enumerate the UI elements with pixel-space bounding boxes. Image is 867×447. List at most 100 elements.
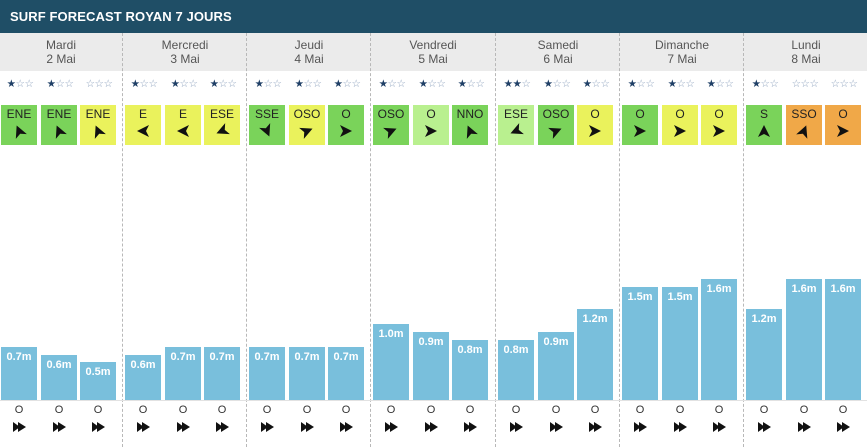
swell-direction-label: O: [465, 404, 475, 416]
swell-arrow-icon: [125, 419, 161, 435]
star-empty-icon: ☆: [139, 78, 149, 90]
wave-height-bar: 1.5m: [662, 287, 698, 400]
star-empty-icon: ☆: [475, 78, 485, 90]
swell-direction-label: O: [138, 404, 148, 416]
wind-arrow-icon: [165, 121, 201, 141]
wind-arrow-icon: [1, 121, 37, 141]
day-separator: [619, 33, 620, 447]
swell-direction-label: O: [675, 404, 685, 416]
star-filled-icon: ★: [46, 78, 56, 90]
wind-arrow-icon: [373, 121, 409, 141]
wind-direction-label: OSO: [542, 107, 570, 121]
wind-box: ENE: [80, 105, 116, 145]
rating-stars: ★☆☆: [1, 76, 39, 92]
wind-box: O: [662, 105, 698, 145]
star-empty-icon: ☆: [188, 78, 198, 90]
wave-height-bar: 1.6m: [701, 279, 737, 400]
wind-arrow-icon: [662, 121, 698, 141]
star-empty-icon: ☆: [94, 78, 104, 90]
star-empty-icon: ☆: [179, 78, 189, 90]
star-empty-icon: ☆: [830, 78, 840, 90]
star-filled-icon: ★: [378, 78, 388, 90]
wind-arrow-icon: [538, 121, 574, 141]
rating-stars: ★☆☆: [662, 76, 700, 92]
day-date: 6 Mai: [543, 52, 573, 66]
star-filled-icon: ★: [209, 78, 219, 90]
wind-direction-label: SSO: [791, 107, 817, 121]
swell-arrow-icon: [498, 419, 534, 435]
wind-arrow-icon: [701, 121, 737, 141]
wave-height-bar: 0.6m: [41, 355, 77, 400]
rating-stars: ☆☆☆: [786, 76, 824, 92]
wind-box: O: [328, 105, 364, 145]
rating-stars: ★☆☆: [746, 76, 784, 92]
day-separator: [495, 33, 496, 447]
day-name: Lundi: [791, 38, 821, 52]
wind-direction-label: E: [178, 107, 187, 121]
date-header: [0, 33, 867, 71]
wind-direction-label: O: [838, 107, 848, 121]
wind-direction-label: OSO: [293, 107, 321, 121]
swell-arrow-icon: [204, 419, 240, 435]
star-filled-icon: ★: [457, 78, 467, 90]
day-name: Jeudi: [294, 38, 324, 52]
wave-height-bar: 1.2m: [746, 309, 782, 400]
star-filled-icon: ★: [667, 78, 677, 90]
swell-direction-label: O: [178, 404, 188, 416]
day-date: 5 Mai: [418, 52, 448, 66]
star-filled-icon: ★: [130, 78, 140, 90]
wind-arrow-icon: [786, 121, 822, 141]
swell-arrow-icon: [662, 419, 698, 435]
day-header: Samedi 6 Mai: [497, 33, 619, 71]
wave-height-bar: 0.7m: [204, 347, 240, 400]
star-empty-icon: ☆: [64, 78, 74, 90]
swell-arrow-icon: [786, 419, 822, 435]
star-empty-icon: ☆: [85, 78, 95, 90]
wave-height-bar: 0.7m: [1, 347, 37, 400]
rating-stars: ★☆☆: [125, 76, 163, 92]
day-separator: [370, 33, 371, 447]
swell-arrow-icon: [80, 419, 116, 435]
wave-height-bar: 1.5m: [622, 287, 658, 400]
swell-direction-label: O: [341, 404, 351, 416]
swell-arrow-icon: [538, 419, 574, 435]
wind-arrow-icon: [622, 121, 658, 141]
wave-height-bar: 0.7m: [328, 347, 364, 400]
day-name: Dimanche: [654, 38, 710, 52]
star-empty-icon: ☆: [848, 78, 858, 90]
star-empty-icon: ☆: [676, 78, 686, 90]
wind-arrow-icon: [498, 121, 534, 141]
swell-arrow-icon: [413, 419, 449, 435]
wind-direction-label: ENE: [85, 107, 111, 121]
rating-stars: ☆☆☆: [825, 76, 863, 92]
star-empty-icon: ☆: [800, 78, 810, 90]
swell-arrow-icon: [622, 419, 658, 435]
swell-arrow-icon: [701, 419, 737, 435]
wave-height-bar: 0.9m: [538, 332, 574, 400]
star-empty-icon: ☆: [760, 78, 770, 90]
swell-direction-label: O: [635, 404, 645, 416]
star-empty-icon: ☆: [769, 78, 779, 90]
wind-box: NNO: [452, 105, 488, 145]
star-filled-icon: ★: [512, 78, 522, 90]
wind-box: O: [825, 105, 861, 145]
wind-arrow-icon: [289, 121, 325, 141]
swell-direction-label: O: [302, 404, 312, 416]
star-empty-icon: ☆: [55, 78, 65, 90]
rating-stars: ★☆☆: [249, 76, 287, 92]
swell-arrow-icon: [452, 419, 488, 435]
star-empty-icon: ☆: [24, 78, 34, 90]
wave-height-bar: 0.8m: [452, 340, 488, 400]
rating-stars: ★☆☆: [413, 76, 451, 92]
swell-direction-label: O: [799, 404, 809, 416]
wind-box: ESE: [204, 105, 240, 145]
star-filled-icon: ★: [294, 78, 304, 90]
day-header: Vendredi 5 Mai: [372, 33, 494, 71]
star-empty-icon: ☆: [839, 78, 849, 90]
swell-direction-label: O: [262, 404, 272, 416]
star-empty-icon: ☆: [427, 78, 437, 90]
day-header: Lundi 8 Mai: [745, 33, 867, 71]
star-empty-icon: ☆: [791, 78, 801, 90]
swell-direction-label: O: [54, 404, 64, 416]
wind-direction-label: O: [675, 107, 685, 121]
